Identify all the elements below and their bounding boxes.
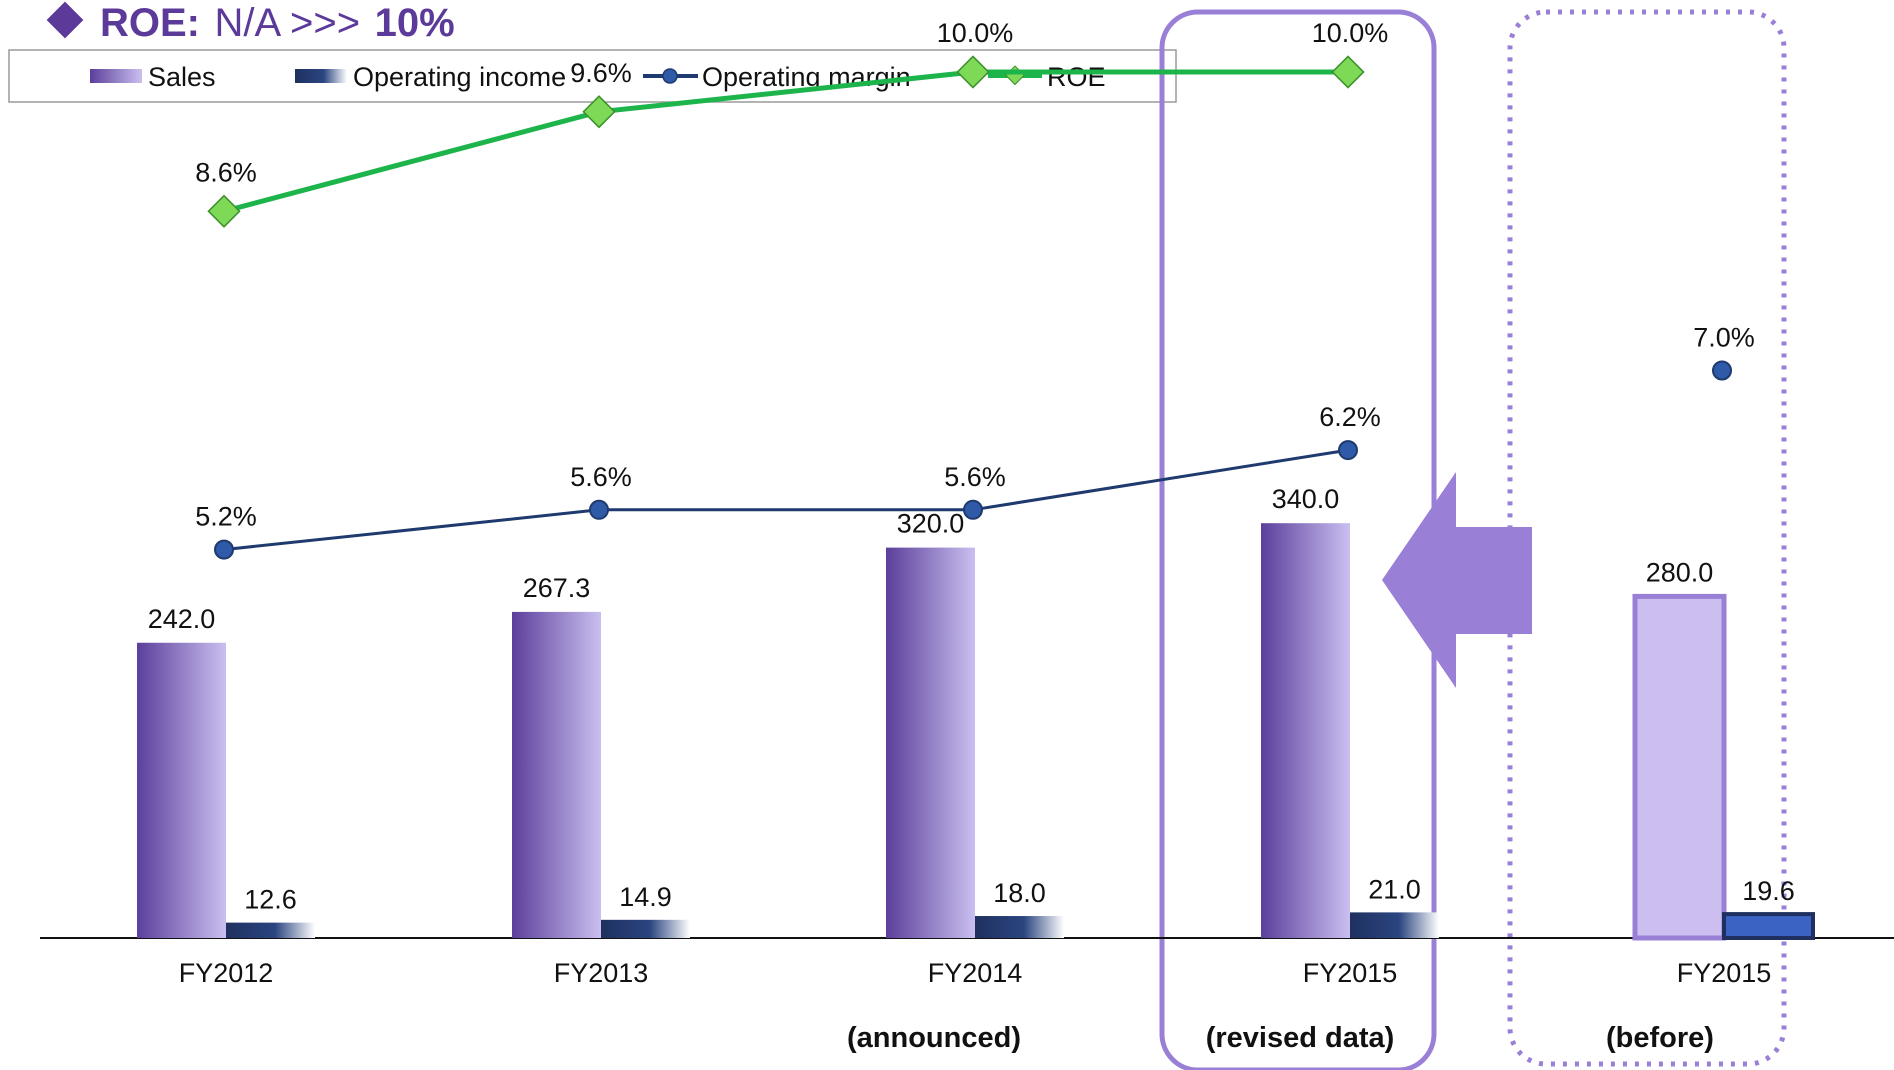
heading-prefix: ROE:: [100, 1, 200, 45]
operating-margin-value-label: 6.2%: [1319, 402, 1381, 432]
operating-income-value-label: 21.0: [1368, 874, 1421, 904]
x-sub-label: (before): [1606, 1022, 1714, 1054]
roe-series-line: [223, 69, 1348, 214]
x-tick-label: FY2015: [1303, 958, 1398, 988]
line-layer: [207, 55, 1732, 560]
legend-margin-marker: [662, 68, 678, 84]
roe-value-label: 9.6%: [570, 58, 632, 88]
operating-income-bar: [601, 919, 690, 938]
sales-bar: [1632, 593, 1727, 941]
operating-income-bar: [226, 922, 315, 938]
operating-income-value-label: 19.6: [1742, 876, 1795, 906]
operating-income-value-label: 14.9: [619, 882, 672, 912]
heading-target: 10%: [375, 1, 455, 45]
left-arrow-icon: [1382, 472, 1532, 688]
operating-margin-value-label: 5.2%: [195, 502, 257, 532]
sales-bar: [137, 642, 226, 938]
operating-margin-point: [214, 539, 234, 560]
sales-value-label: 320.0: [897, 509, 965, 539]
operating-margin-point: [589, 499, 609, 520]
heading-middle: N/A >>>: [214, 1, 360, 45]
operating-income-value-label: 12.6: [244, 885, 297, 915]
legend-sales-label: Sales: [148, 62, 216, 92]
operating-margin-point: [963, 499, 983, 520]
operating-income-bar: [1722, 912, 1815, 941]
legend-roe-label: ROE: [1047, 62, 1106, 92]
x-tick-label: FY2012: [179, 958, 274, 988]
label-layer: 242.0 267.3 320.0 340.0 280.0 12.6 14.9 18.0 21.…: [148, 18, 1795, 1054]
roe-point: [207, 194, 241, 228]
legend-margin-label: Operating margin: [702, 62, 911, 92]
operating-income-value-label: 18.0: [993, 878, 1046, 908]
roe-point: [956, 55, 990, 89]
x-tick-label: FY2015: [1677, 958, 1772, 988]
operating-income-bar: [1350, 912, 1439, 938]
svg-text:ROE: N/A >>> 10%: ROE: N/A >>> 10%: [100, 1, 455, 45]
operating-income-bar: [975, 916, 1064, 938]
roe-value-label: 10.0%: [937, 18, 1014, 48]
sales-value-label: 280.0: [1646, 557, 1714, 587]
heading-diamond-icon: [46, 1, 84, 39]
sales-value-label: 267.3: [523, 573, 591, 603]
sales-value-label: 242.0: [148, 604, 216, 634]
operating-margin-value-label: 7.0%: [1693, 323, 1755, 353]
operating-margin-point: [1712, 360, 1732, 381]
operating-margin-point: [1338, 440, 1358, 461]
roe-point: [1331, 55, 1365, 89]
x-tick-label: FY2014: [928, 958, 1023, 988]
roe-value-label: 8.6%: [195, 157, 257, 187]
chart-heading: ROE: N/A >>> 10%: [46, 1, 455, 45]
sales-bar: [886, 547, 975, 938]
roe-point: [582, 95, 616, 129]
sales-bar: [1261, 523, 1350, 938]
x-sub-label: (revised data): [1206, 1022, 1395, 1054]
operating-margin-series-line: [223, 448, 1349, 552]
roe-value-label: 10.0%: [1312, 18, 1389, 48]
operating-margin-value-label: 5.6%: [944, 462, 1006, 492]
sales-bar: [512, 611, 601, 938]
legend-sales-swatch: [90, 69, 142, 83]
bar-layer: [137, 523, 1815, 941]
x-sub-label: (announced): [847, 1022, 1021, 1054]
legend-income-swatch: [295, 69, 347, 83]
x-tick-label: FY2013: [554, 958, 649, 988]
sales-value-label: 340.0: [1272, 484, 1340, 514]
operating-margin-value-label: 5.6%: [570, 462, 632, 492]
legend-income-label: Operating income: [353, 62, 566, 92]
